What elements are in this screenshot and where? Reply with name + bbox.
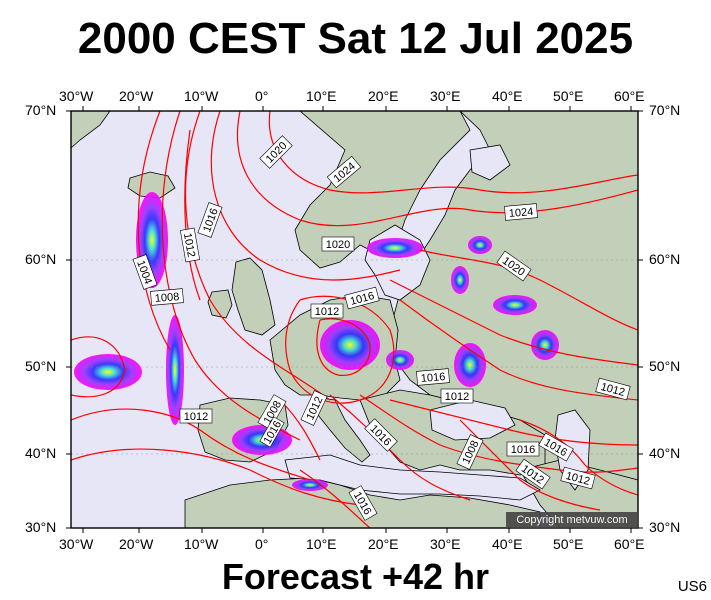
isobar-label: 1012: [179, 408, 213, 424]
lat-label-left: 70°N: [25, 102, 57, 118]
tick-marks: [66, 106, 643, 533]
lat-label-left: 50°N: [25, 358, 57, 374]
svg-text:1024: 1024: [508, 206, 533, 220]
lon-label-top: 60°E: [614, 88, 645, 104]
lat-label-right: 70°N: [649, 102, 681, 118]
isobar-label: 1024: [504, 203, 538, 221]
lon-label-bottom: 40°E: [492, 536, 523, 552]
lon-label-top: 20°W: [119, 88, 154, 104]
lon-label-bottom: 30°W: [59, 536, 94, 552]
isobar-label: 1008: [150, 288, 184, 306]
lon-label-top: 20°E: [368, 88, 399, 104]
svg-text:1012: 1012: [181, 232, 197, 258]
lon-label-top: 50°E: [553, 88, 584, 104]
isobar-lines: [71, 111, 638, 528]
lat-label-right: 50°N: [649, 358, 681, 374]
svg-text:1012: 1012: [445, 391, 469, 403]
isobar-labels: 1020 1024 1016 1012 1004 1008 1020 1016 …: [132, 135, 631, 521]
map-border: [70, 110, 639, 529]
lat-label-right: 30°N: [649, 519, 681, 535]
svg-text:1012: 1012: [184, 411, 208, 423]
svg-text:1012: 1012: [315, 306, 339, 318]
isobar-label: 1008: [456, 434, 484, 470]
isobar-label: 1020: [321, 236, 355, 252]
lon-label-top: 0°: [255, 88, 269, 104]
isobar-label: 1012: [440, 388, 474, 404]
lon-label-top: 30°E: [430, 88, 461, 104]
isobar-label: 1012: [560, 466, 596, 490]
map-title: 2000 CEST Sat 12 Jul 2025: [77, 14, 634, 63]
svg-text:1008: 1008: [154, 291, 179, 305]
lon-label-top: 10°E: [306, 88, 337, 104]
lon-label-bottom: 30°E: [430, 536, 461, 552]
lon-label-top: 10°W: [184, 88, 219, 104]
lat-label-left: 30°N: [25, 519, 57, 535]
svg-text:1016: 1016: [420, 371, 445, 385]
lon-label-top: 40°E: [492, 88, 523, 104]
lon-label-bottom: 0°: [255, 536, 269, 552]
isobar-label: 1016: [416, 368, 450, 386]
region-code: US6: [677, 578, 707, 595]
lon-label-bottom: 20°W: [119, 536, 154, 552]
lon-label-bottom: 10°E: [306, 536, 337, 552]
isobar-label: 1016: [506, 441, 540, 457]
lon-label-bottom: 20°E: [368, 536, 399, 552]
isobar-label: 1016: [344, 286, 380, 310]
lon-label-top: 30°W: [59, 88, 94, 104]
forecast-label: Forecast +42 hr: [221, 556, 490, 597]
lat-label-left: 40°N: [25, 445, 57, 461]
isobar-label: 1012: [595, 377, 631, 401]
svg-text:1020: 1020: [326, 239, 350, 251]
lat-label-left: 60°N: [25, 251, 57, 267]
copyright-notice: Copyright metvuw.com: [506, 512, 638, 528]
isobar-label: 1012: [179, 227, 201, 263]
svg-text:1016: 1016: [511, 444, 535, 456]
lon-label-bottom: 50°E: [553, 536, 584, 552]
lat-label-right: 60°N: [649, 251, 681, 267]
isobar-label: 1012: [310, 303, 344, 319]
lat-label-right: 40°N: [649, 445, 681, 461]
lon-label-bottom: 60°E: [614, 536, 645, 552]
precipitation: [74, 192, 559, 491]
lon-label-bottom: 10°W: [184, 536, 219, 552]
